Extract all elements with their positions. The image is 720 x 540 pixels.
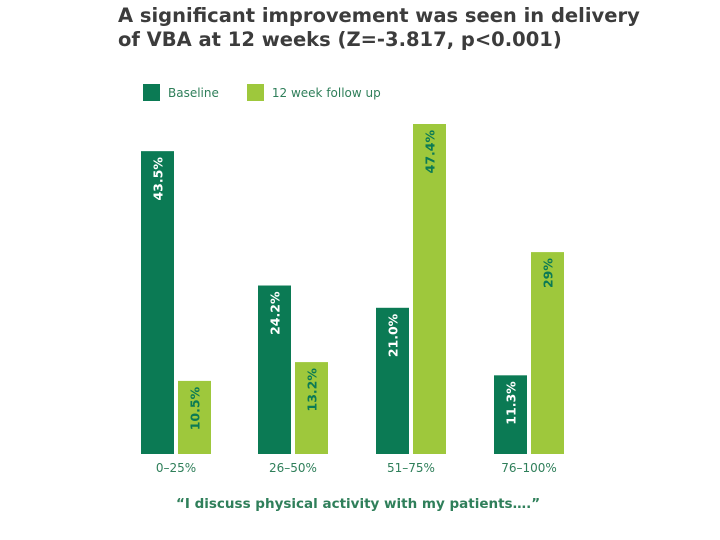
legend-swatch-followup [246,84,264,101]
legend-swatch-baseline [143,84,160,101]
bar-followup-1 [295,362,328,454]
bar-label-followup-1: 13.2% [305,368,320,412]
bar-label-followup-3: 29% [541,258,556,288]
legend-label-baseline: Baseline [168,85,219,100]
category-label-0: 0–25% [156,461,196,475]
category-label-2: 51–75% [387,461,435,475]
bar-label-baseline-3: 11.3% [504,381,519,425]
bar-followup-3 [531,252,564,454]
chart-title: A significant improvement was seen in de… [118,4,708,52]
bar-label-baseline-0: 43.5% [151,157,166,201]
x-axis-label: “I discuss physical activity with my pat… [176,496,541,512]
bar-followup-0 [178,380,211,454]
bar-label-baseline-1: 24.2% [268,291,283,335]
chart-title-line-1: A significant improvement was seen in de… [118,4,640,27]
bar-followup-2 [413,124,446,454]
bar-label-followup-0: 10.5% [188,386,203,430]
chart-title-line-2: of VBA at 12 weeks (Z=-3.817, p<0.001) [118,28,562,51]
category-label-1: 26–50% [269,461,317,475]
bar-baseline-1 [258,285,291,454]
bar-baseline-0 [141,151,174,454]
bar-label-followup-2: 47.4% [423,130,438,174]
bar-baseline-2 [376,307,409,454]
legend-item-baseline: Baseline [143,84,219,101]
bar-label-baseline-2: 21.0% [386,313,401,357]
legend: Baseline 12 week follow up [143,84,409,101]
legend-label-followup: 12 week follow up [271,85,381,100]
category-label-3: 76–100% [501,461,557,475]
legend-item-followup: 12 week follow up [246,84,381,101]
bar-baseline-3 [494,375,527,454]
